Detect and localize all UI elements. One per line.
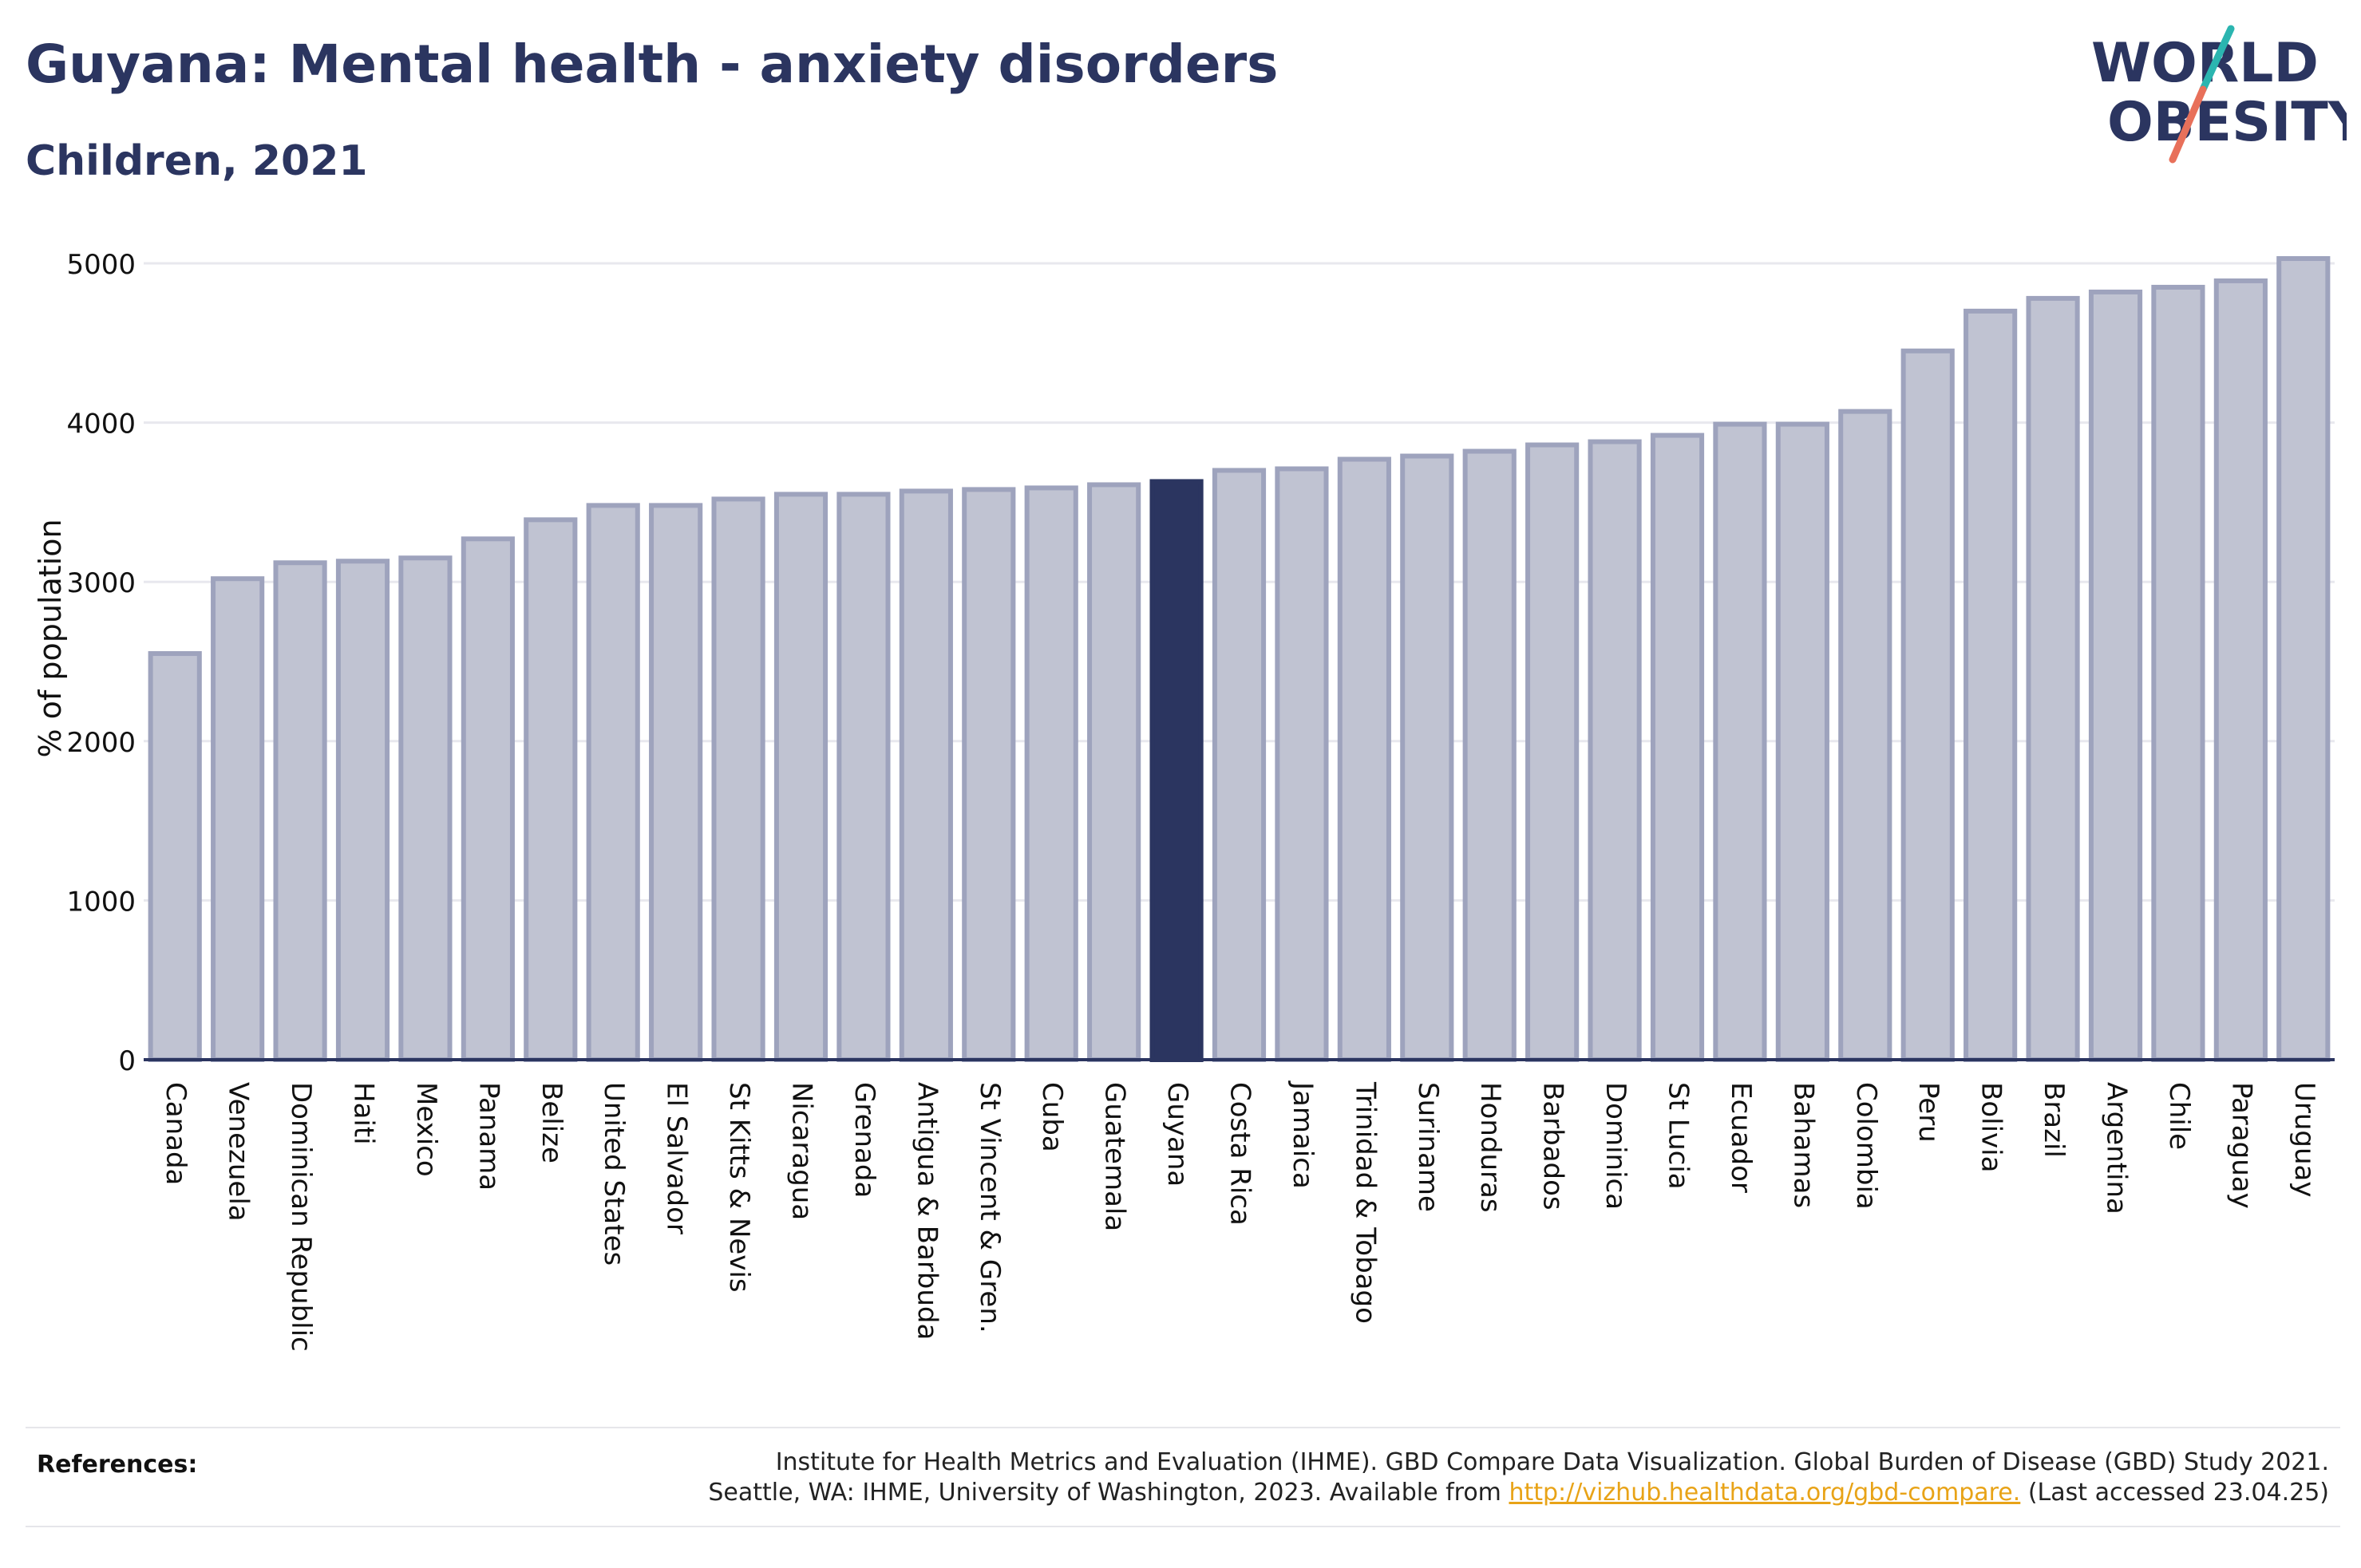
- x-tick-label: Nicaragua: [786, 1082, 818, 1220]
- x-tick-label: Dominica: [1600, 1082, 1631, 1210]
- bar: [398, 555, 453, 1062]
- bar: [1087, 482, 1141, 1062]
- bar: [1900, 348, 1955, 1062]
- x-tick-label: St Kitts & Nevis: [723, 1082, 755, 1293]
- bar: [335, 559, 390, 1062]
- bar: [773, 492, 829, 1062]
- bar: [1212, 468, 1267, 1062]
- bar-chart: 0 1000 2000 3000 4000 5000 Canada Venezuela Domi…: [33, 249, 2335, 1352]
- bar: [1650, 432, 1705, 1062]
- y-axis-label: % of population: [33, 519, 68, 757]
- bar: [1024, 485, 1078, 1062]
- x-tick-label: Peru: [1912, 1082, 1944, 1143]
- bar: [1964, 308, 2018, 1062]
- x-tick-label: Ecuador: [1725, 1082, 1757, 1193]
- x-tick-label: Argentina: [2101, 1082, 2133, 1215]
- y-tick-label: 0: [118, 1045, 136, 1077]
- bar: [2276, 256, 2331, 1062]
- bar: [2213, 278, 2268, 1062]
- x-tick-label: Panama: [473, 1082, 504, 1191]
- x-tick-label: Guatemala: [1099, 1082, 1131, 1231]
- bar: [1713, 421, 1767, 1062]
- bar: [461, 536, 515, 1062]
- bar: [649, 503, 703, 1062]
- bars: [148, 256, 2331, 1063]
- world-obesity-logo: WORLD OBESITY: [2091, 25, 2347, 164]
- bar: [962, 487, 1016, 1062]
- labels: 0 1000 2000 3000 4000 5000 Canada Venezuela Domi…: [66, 249, 2319, 1352]
- x-tick-label: Trinidad & Tobago: [1349, 1081, 1381, 1324]
- y-tick-label: 3000: [66, 567, 136, 599]
- x-tick-label: Guyana: [1161, 1082, 1193, 1187]
- x-tick-label: St Vincent & Gren.: [974, 1082, 1006, 1333]
- bar: [2151, 284, 2205, 1062]
- bar: [2026, 295, 2080, 1062]
- reference-line-1: Institute for Health Metrics and Evaluat…: [775, 1448, 2329, 1476]
- references-label: References:: [37, 1451, 198, 1479]
- x-tick-label: Suriname: [1412, 1082, 1444, 1212]
- logo-slash-coral: [2169, 85, 2207, 164]
- bar: [711, 496, 765, 1062]
- y-tick-label: 1000: [66, 886, 136, 918]
- x-tick-label: Bolivia: [1975, 1082, 2007, 1172]
- logo-word-obesity: OBESITY: [2107, 91, 2347, 154]
- x-tick-label: Dominican Republic: [285, 1082, 317, 1352]
- x-tick-label: United States: [598, 1082, 630, 1266]
- x-tick-label: Paraguay: [2225, 1082, 2257, 1209]
- bar: [273, 560, 327, 1062]
- chart-title: Guyana: Mental health - anxiety disorder…: [26, 34, 1279, 95]
- reference-line-2-prefix: Seattle, WA: IHME, University of Washing…: [708, 1479, 1509, 1507]
- logo-slash-teal: [2199, 25, 2235, 93]
- x-tick-label: El Salvador: [661, 1082, 693, 1234]
- bar: [1275, 466, 1329, 1062]
- bar: [1525, 442, 1580, 1062]
- bar: [2088, 289, 2143, 1063]
- bar: [1775, 421, 1829, 1062]
- x-tick-label: Venezuela: [223, 1082, 255, 1222]
- bar: [524, 517, 578, 1062]
- bar: [148, 651, 202, 1063]
- x-tick-label: Chile: [2163, 1082, 2195, 1150]
- x-tick-label: Antigua & Barbuda: [911, 1082, 943, 1340]
- x-tick-label: Costa Rica: [1224, 1082, 1256, 1226]
- bar: [1400, 453, 1454, 1062]
- x-tick-label: Cuba: [1036, 1082, 1068, 1152]
- reference-link[interactable]: http://vizhub.healthdata.org/gbd-compare…: [1509, 1479, 2021, 1507]
- bar: [1337, 456, 1391, 1062]
- bar: [836, 492, 891, 1062]
- x-tick-label: Uruguay: [2288, 1082, 2320, 1198]
- bar: [1462, 448, 1517, 1062]
- x-tick-label: Grenada: [848, 1082, 880, 1198]
- references-top-divider: [26, 1427, 2340, 1428]
- reference-line-2-suffix: (Last accessed 23.04.25): [2020, 1479, 2329, 1507]
- x-tick-label: St Lucia: [1663, 1082, 1695, 1190]
- references-bottom-divider: [26, 1526, 2340, 1527]
- reference-line-2: Seattle, WA: IHME, University of Washing…: [708, 1478, 2329, 1508]
- chart-subtitle: Children, 2021: [26, 137, 368, 185]
- x-tick-label: Bahamas: [1787, 1082, 1819, 1208]
- x-tick-label: Canada: [160, 1082, 192, 1185]
- x-tick-label: Belize: [536, 1082, 568, 1163]
- x-tick-label: Colombia: [1850, 1082, 1882, 1210]
- bar: [899, 488, 953, 1062]
- bar-highlighted: [1149, 479, 1204, 1062]
- y-tick-label: 5000: [66, 249, 136, 281]
- y-tick-label: 4000: [66, 409, 136, 440]
- y-tick-label: 2000: [66, 727, 136, 759]
- bar: [211, 576, 265, 1062]
- x-tick-label: Brazil: [2038, 1082, 2070, 1158]
- bar: [1588, 439, 1642, 1062]
- x-tick-label: Mexico: [410, 1082, 442, 1177]
- x-tick-label: Jamaica: [1287, 1080, 1319, 1189]
- x-tick-label: Haiti: [348, 1082, 380, 1145]
- x-tick-label: Honduras: [1474, 1082, 1506, 1213]
- references-text: Institute for Health Metrics and Evaluat…: [708, 1448, 2329, 1508]
- x-tick-label: Barbados: [1537, 1082, 1569, 1211]
- bar: [586, 503, 640, 1062]
- bar: [1838, 409, 1892, 1062]
